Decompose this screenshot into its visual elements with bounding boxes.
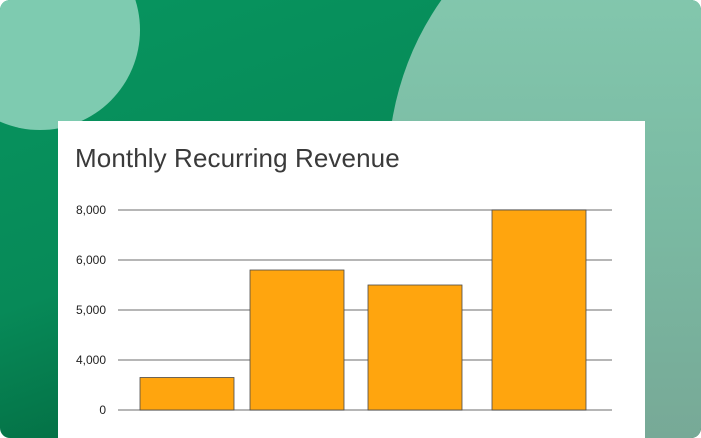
bar (491, 209, 587, 411)
bar (139, 377, 235, 411)
bar (249, 269, 345, 411)
decorative-circle-left (0, 0, 140, 130)
y-tick-label: 8,000 (76, 203, 106, 217)
chart-title: Monthly Recurring Revenue (75, 143, 400, 173)
y-tick-label: 5,000 (76, 303, 106, 317)
bar-chart: 0 4,000 5,000 6,000 8,000 (76, 203, 612, 417)
y-tick-label: 0 (99, 403, 106, 417)
y-tick-label: 4,000 (76, 353, 106, 367)
bar (367, 284, 463, 411)
y-tick-label: 6,000 (76, 253, 106, 267)
chart-card: Monthly Recurring Revenue 0 4,000 5,000 6,0… (58, 121, 645, 438)
